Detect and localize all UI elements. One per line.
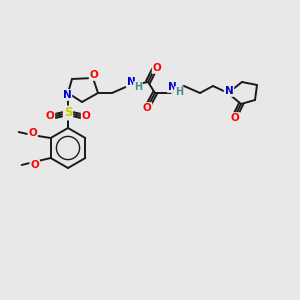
Text: N: N	[63, 90, 71, 100]
Text: O: O	[28, 128, 37, 138]
Text: N: N	[225, 86, 233, 96]
Text: O: O	[30, 160, 39, 170]
Text: O: O	[142, 103, 152, 113]
Text: O: O	[90, 70, 98, 80]
Text: S: S	[64, 106, 72, 119]
Text: O: O	[82, 111, 90, 121]
Text: H: H	[175, 87, 183, 97]
Text: O: O	[231, 113, 239, 123]
Text: H: H	[134, 82, 142, 92]
Text: N: N	[127, 77, 135, 87]
Text: O: O	[46, 111, 54, 121]
Text: O: O	[153, 63, 161, 73]
Text: N: N	[168, 82, 176, 92]
